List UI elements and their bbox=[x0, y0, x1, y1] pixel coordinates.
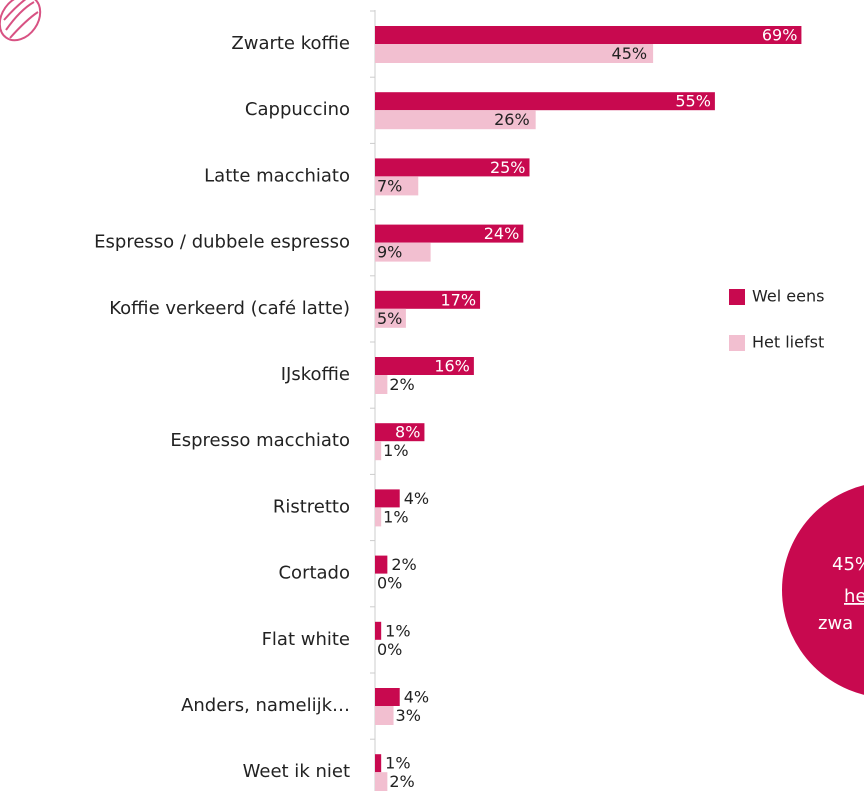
legend-label: Wel eens bbox=[752, 287, 824, 306]
value-label: 1% bbox=[383, 441, 408, 460]
category-label: IJskoffie bbox=[281, 364, 350, 385]
bar bbox=[375, 688, 400, 706]
bar bbox=[375, 290, 481, 309]
category-label: Zwarte koffie bbox=[231, 33, 350, 54]
bar bbox=[375, 441, 382, 461]
legend-swatch bbox=[729, 289, 745, 305]
bar bbox=[375, 176, 419, 196]
bar bbox=[375, 621, 382, 640]
bar bbox=[375, 754, 382, 773]
value-label: 16% bbox=[434, 357, 470, 376]
value-label: 55% bbox=[675, 92, 711, 111]
bar bbox=[375, 706, 394, 725]
value-label: 8% bbox=[395, 423, 420, 442]
category-label: Cappuccino bbox=[245, 99, 350, 120]
value-label: 1% bbox=[385, 621, 410, 640]
category-label: Anders, namelijk… bbox=[181, 695, 350, 716]
value-label: 25% bbox=[490, 158, 526, 177]
bar bbox=[375, 158, 530, 177]
bar bbox=[375, 242, 431, 262]
category-label: Weet ik niet bbox=[243, 761, 350, 782]
value-label: 69% bbox=[762, 26, 798, 45]
annotation-circle bbox=[782, 485, 864, 695]
annotation-text: zwa bbox=[818, 613, 853, 634]
value-label: 2% bbox=[389, 375, 414, 394]
bar bbox=[375, 555, 388, 574]
value-label: 5% bbox=[377, 309, 402, 328]
bar bbox=[375, 26, 802, 44]
value-label: 26% bbox=[494, 110, 530, 129]
value-label: 2% bbox=[389, 772, 414, 791]
category-label: Cortado bbox=[278, 563, 350, 584]
value-label: 7% bbox=[377, 176, 402, 195]
bar bbox=[375, 224, 524, 243]
value-label: 3% bbox=[396, 706, 421, 725]
value-label: 9% bbox=[377, 243, 402, 262]
bar bbox=[375, 357, 474, 375]
bar bbox=[375, 489, 400, 508]
bar bbox=[375, 772, 388, 791]
bar bbox=[375, 308, 406, 328]
category-label: Espresso macchiato bbox=[170, 430, 350, 451]
bar bbox=[375, 507, 382, 527]
bar bbox=[375, 423, 425, 442]
value-label: 24% bbox=[484, 224, 520, 243]
value-label: 45% bbox=[612, 44, 648, 63]
bar bbox=[375, 375, 388, 394]
legend-label: Het liefst bbox=[752, 333, 824, 352]
value-label: 1% bbox=[385, 754, 410, 773]
category-label: Latte macchiato bbox=[204, 165, 350, 186]
value-label: 17% bbox=[440, 290, 476, 309]
category-label: Ristretto bbox=[273, 496, 350, 517]
value-label: 0% bbox=[377, 574, 402, 593]
legend-swatch bbox=[729, 335, 745, 351]
category-label: Espresso / dubbele espresso bbox=[94, 232, 350, 253]
value-label: 4% bbox=[404, 489, 429, 508]
value-label: 0% bbox=[377, 640, 402, 659]
bar bbox=[375, 110, 536, 130]
value-label: 4% bbox=[404, 688, 429, 707]
annotation-text: he bbox=[844, 586, 864, 607]
annotation-text: 45% bbox=[832, 554, 864, 575]
category-label: Flat white bbox=[262, 629, 350, 650]
bar bbox=[375, 44, 654, 63]
bar bbox=[375, 92, 715, 111]
logo bbox=[0, 0, 42, 42]
value-label: 2% bbox=[391, 555, 416, 574]
value-label: 1% bbox=[383, 507, 408, 526]
category-label: Koffie verkeerd (café latte) bbox=[109, 298, 350, 319]
